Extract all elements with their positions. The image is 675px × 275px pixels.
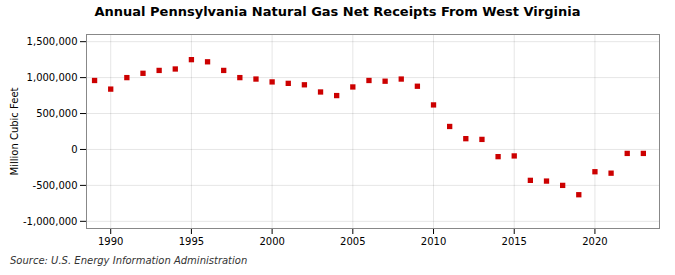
html-text:Source: U.S. Energy Informatio: Source: U.S. Energy Information Administ… <box>10 255 248 266</box>
svg-text:2000: 2000 <box>259 236 284 247</box>
svg-text:-500,000: -500,000 <box>33 180 78 191</box>
svg-text:1,500,000: 1,500,000 <box>27 36 78 47</box>
svg-text:2020: 2020 <box>582 236 607 247</box>
svg-text:500,000: 500,000 <box>36 108 77 119</box>
svg-text:1990: 1990 <box>98 236 123 247</box>
svg-text:1,000,000: 1,000,000 <box>27 72 78 83</box>
svg-text:2005: 2005 <box>340 236 365 247</box>
svg-text:1995: 1995 <box>179 236 204 247</box>
svg-text:-1,000,000: -1,000,000 <box>23 216 78 227</box>
svg-text:2015: 2015 <box>502 236 527 247</box>
svg-text:Million Cubic Feet: Million Cubic Feet <box>9 87 20 175</box>
svg-text:2010: 2010 <box>421 236 446 247</box>
html-text:Annual Pennsylvania Natural Ga: Annual Pennsylvania Natural Gas Net Rece… <box>94 4 581 19</box>
svg-text:0: 0 <box>71 144 77 155</box>
